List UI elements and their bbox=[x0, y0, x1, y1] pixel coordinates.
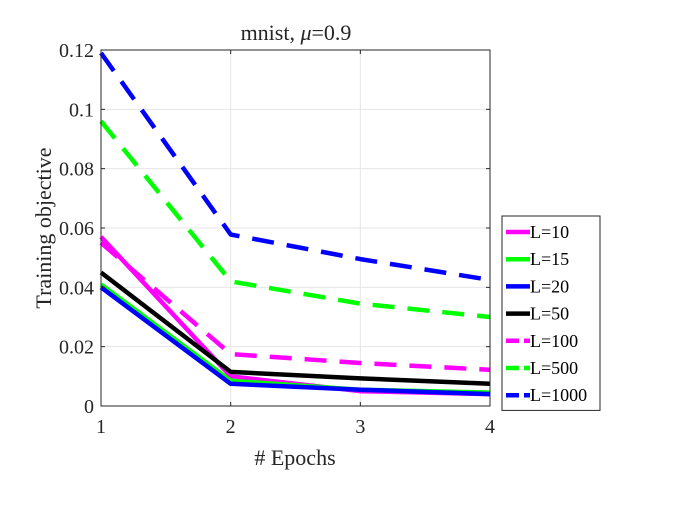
axis-ticks: 1 2 3 4 0 0.02 0.04 0.06 0.08 0.1 0.12 bbox=[59, 40, 495, 438]
legend-label: L=100 bbox=[530, 331, 578, 351]
y-tick-label: 0.12 bbox=[59, 40, 94, 62]
series-layer bbox=[99, 51, 491, 397]
chart-title: mnist, μ=0.9 bbox=[241, 20, 352, 45]
x-tick-label: 2 bbox=[226, 416, 236, 438]
legend-label: L=1000 bbox=[530, 385, 587, 405]
legend-label: L=20 bbox=[530, 276, 569, 296]
legend-label: L=15 bbox=[530, 249, 569, 269]
x-tick-label: 3 bbox=[355, 416, 365, 438]
x-tick-label: 1 bbox=[96, 416, 106, 438]
y-tick-label: 0.08 bbox=[59, 159, 94, 181]
legend-label: L=10 bbox=[530, 222, 569, 242]
legend-label: L=500 bbox=[530, 358, 578, 378]
y-tick-label: 0.02 bbox=[59, 337, 94, 359]
legend-label: L=50 bbox=[530, 304, 569, 324]
x-tick-label: 4 bbox=[485, 416, 495, 438]
y-axis-label: Training objective bbox=[31, 147, 56, 308]
y-tick-label: 0.1 bbox=[69, 99, 94, 121]
series-line-l-50 bbox=[99, 270, 491, 387]
series-line-l-20 bbox=[99, 285, 491, 397]
series-line-l-100 bbox=[99, 241, 491, 373]
legend: L=10 L=15 L=20 L=50 L=100 L=500 L=1000 bbox=[501, 215, 601, 411]
y-tick-label: 0.06 bbox=[59, 218, 94, 240]
x-axis-label: # Epochs bbox=[254, 445, 335, 470]
y-tick-label: 0 bbox=[84, 396, 94, 418]
y-tick-label: 0.04 bbox=[59, 277, 94, 299]
series-line-l-1000 bbox=[99, 51, 491, 283]
series-line-l-500 bbox=[99, 119, 491, 320]
